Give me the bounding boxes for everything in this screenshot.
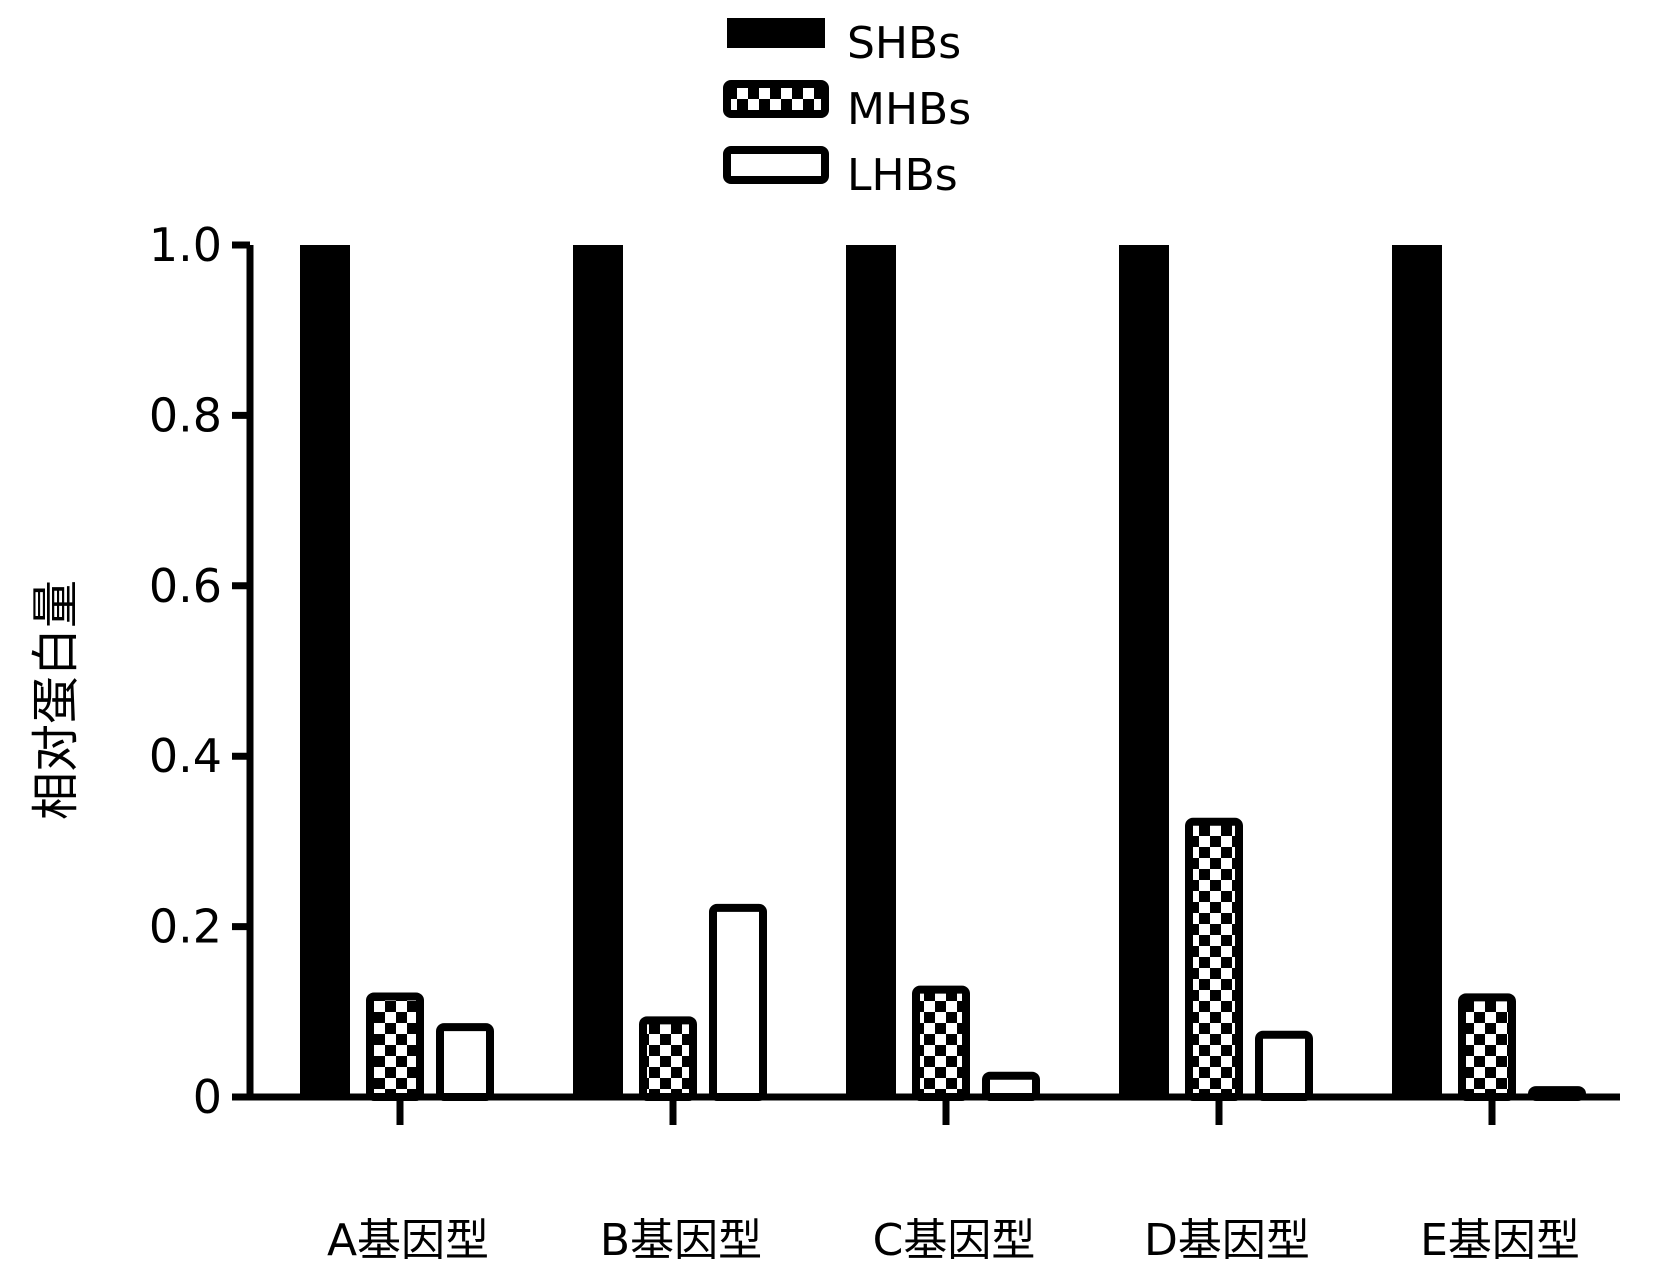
bar-mhbs <box>366 992 424 1101</box>
y-axis: 0 0.2 0.4 0.6 0.8 1.0 <box>149 218 254 1124</box>
bar-mhbs <box>1185 817 1243 1102</box>
y-axis-label: 相对蛋白量 <box>28 580 84 820</box>
legend-swatch-mhbs <box>723 80 829 118</box>
bar-lhbs <box>1255 1030 1313 1101</box>
y-tick-label: 1.0 <box>149 218 222 272</box>
bar-lhbs <box>1528 1086 1586 1101</box>
y-tick-label: 0.4 <box>149 729 222 783</box>
bar-shbs <box>573 245 623 1097</box>
y-tick-label: 0.8 <box>149 388 222 442</box>
legend-label-mhbs: MHBs <box>847 84 971 135</box>
x-tick-label: B基因型 <box>600 1215 762 1266</box>
bar-mhbs <box>912 985 970 1102</box>
bar-lhbs <box>982 1071 1040 1101</box>
y-tick-label: 0.6 <box>149 559 222 613</box>
legend-label-shbs: SHBs <box>847 18 961 69</box>
bar-shbs <box>846 245 896 1097</box>
bar-lhbs <box>436 1023 494 1101</box>
bar-shbs <box>300 245 350 1097</box>
y-tick-label: 0.2 <box>149 900 222 954</box>
legend-swatch-shbs <box>727 18 825 48</box>
x-tick-label: E基因型 <box>1420 1215 1580 1266</box>
x-tick-label: D基因型 <box>1144 1215 1310 1266</box>
legend-label-lhbs: LHBs <box>847 150 958 201</box>
bar-mhbs <box>639 1016 697 1102</box>
bar-shbs <box>1119 245 1169 1097</box>
bar-mhbs <box>1458 993 1516 1101</box>
x-tick-label: C基因型 <box>873 1215 1036 1266</box>
bar-lhbs <box>709 903 767 1102</box>
x-axis: A基因型 B基因型 C基因型 D基因型 E基因型 <box>232 1093 1620 1266</box>
x-tick-label: A基因型 <box>327 1215 489 1266</box>
legend-swatch-lhbs <box>723 146 829 184</box>
legend: SHBs MHBs LHBs <box>723 18 971 201</box>
bars <box>300 245 1586 1102</box>
y-tick-label: 0 <box>193 1070 222 1124</box>
bar-shbs <box>1392 245 1442 1097</box>
